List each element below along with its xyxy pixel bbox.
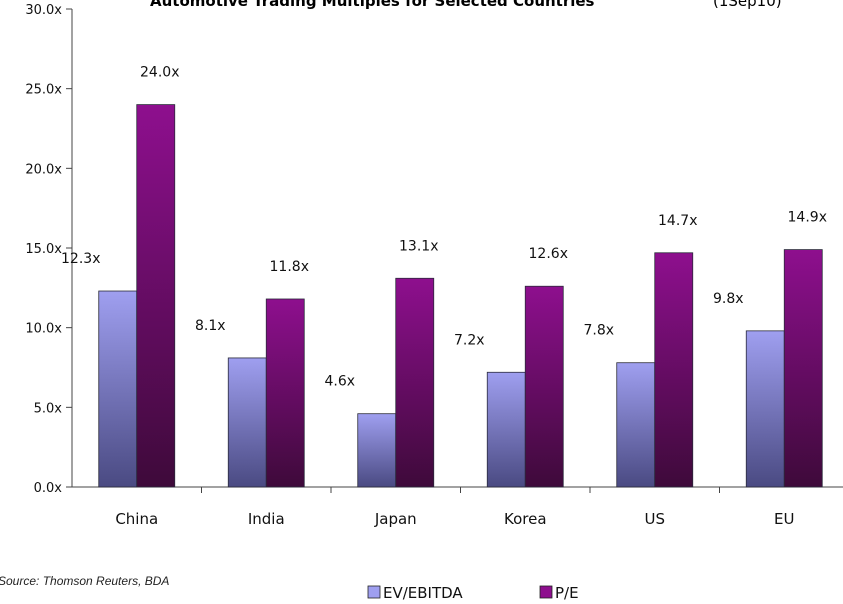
data-label-pe: 24.0x (140, 65, 179, 81)
x-tick-label: US (644, 510, 665, 528)
y-tick-label: 20.0x (25, 162, 62, 177)
data-label-pe: 12.6x (529, 246, 568, 262)
bars (98, 104, 823, 488)
legend-label-ev-ebitda: EV/EBITDA (383, 584, 463, 602)
data-labels: 12.3x 24.0x 8.1x 11.8x 4.6x 13.1x 7.2x 12.6x 7.8… (61, 65, 827, 390)
y-tick-label: 0.0x (34, 481, 63, 496)
legend-swatch-pe (539, 585, 553, 599)
bar-pe (783, 249, 823, 488)
data-label-pe: 11.8x (270, 259, 309, 275)
bar-pe (524, 285, 564, 488)
x-tick-label: Korea (504, 510, 547, 528)
legend: EV/EBITDA P/E (367, 584, 579, 602)
y-tick-label: 15.0x (25, 242, 62, 257)
data-label-ev-ebitda: 12.3x (61, 251, 100, 267)
chart-title: Automotive Trading Multiples for Selecte… (150, 0, 595, 10)
bar-ev-ebitda (357, 413, 397, 488)
bar-ev-ebitda (486, 371, 526, 488)
x-tick-label: EU (774, 510, 794, 528)
data-label-pe: 14.7x (658, 213, 697, 229)
bar-ev-ebitda (745, 330, 785, 488)
y-tick-label: 30.0x (25, 3, 62, 18)
bar-ev-ebitda (227, 357, 267, 488)
y-tick-label: 10.0x (25, 322, 62, 337)
legend-label-pe: P/E (555, 584, 579, 602)
data-label-pe: 14.9x (788, 210, 827, 226)
bar-pe (654, 252, 694, 488)
y-tick-label: 25.0x (25, 83, 62, 98)
bar-ev-ebitda (98, 290, 138, 488)
bar-pe (136, 104, 176, 488)
data-label-pe: 13.1x (399, 238, 438, 254)
bar-ev-ebitda (616, 362, 656, 488)
legend-swatch-ev-ebitda (367, 585, 381, 599)
axes: 0.0x 5.0x 10.0x 15.0x 20.0x 25.0x 30.0x China In… (25, 3, 843, 528)
chart-subtitle: (1Sep10) (713, 0, 782, 10)
bar-pe (265, 298, 305, 488)
x-tick-label: Japan (374, 510, 417, 528)
data-label-ev-ebitda: 8.1x (195, 318, 226, 334)
bar-pe (395, 277, 435, 488)
source-note: Source: Thomson Reuters, BDA (0, 574, 169, 588)
x-tick-label: China (115, 510, 158, 528)
data-label-ev-ebitda: 7.2x (454, 332, 485, 348)
data-label-ev-ebitda: 7.8x (583, 323, 614, 339)
data-label-ev-ebitda: 9.8x (713, 291, 744, 307)
data-label-ev-ebitda: 4.6x (324, 374, 355, 390)
y-tick-label: 5.0x (34, 401, 63, 416)
x-tick-label: India (248, 510, 285, 528)
